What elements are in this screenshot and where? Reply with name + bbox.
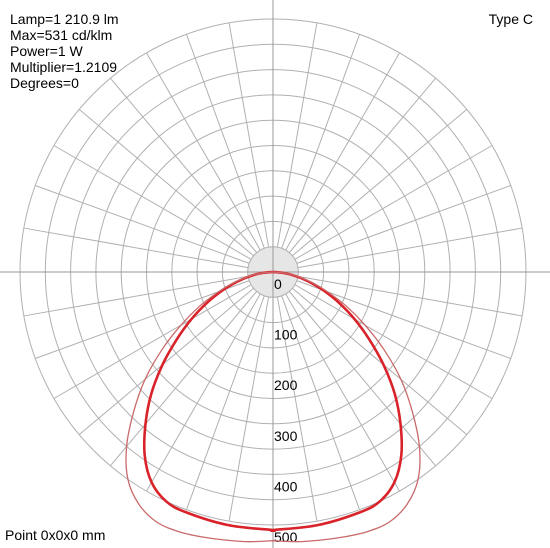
multiplier-label: Multiplier=1.2109 (10, 59, 118, 75)
tick-label: 200 (274, 377, 298, 393)
radial-tick-labels: 0 100 200 300 400 500 (274, 276, 298, 545)
intensity-curve-primary (142, 270, 404, 532)
grid-spoke (276, 22, 318, 248)
max-intensity-label: Max=531 cd/klm (10, 27, 113, 43)
tick-label: 0 (274, 276, 282, 292)
grid-spoke (228, 22, 270, 248)
tick-label: 300 (274, 428, 298, 444)
grid-spoke (288, 291, 437, 467)
grid-spoke (281, 34, 361, 249)
grid-spoke (35, 280, 250, 360)
grid-spoke (53, 145, 252, 260)
grid-spoke (276, 296, 318, 522)
grid-spoke (297, 227, 523, 269)
grid-spoke (146, 293, 261, 492)
intensity-curves (125, 270, 421, 543)
grid-spoke (146, 52, 261, 251)
power-label: Power=1 W (10, 43, 83, 59)
type-label: Type C (488, 11, 533, 27)
grid-spoke (109, 291, 258, 467)
grid-spoke (78, 108, 254, 257)
grid-spoke (297, 275, 523, 317)
degrees-label: Degrees=0 (10, 75, 79, 91)
grid-spoke (294, 284, 493, 399)
grid-spoke (53, 284, 252, 399)
tick-label: 100 (274, 327, 298, 343)
grid-spoke (78, 287, 254, 436)
grid-spoke (35, 184, 250, 264)
grid-spoke (23, 275, 249, 317)
tick-label: 400 (274, 478, 298, 494)
tick-label: 500 (274, 529, 298, 545)
grid-spoke (292, 287, 468, 436)
grid-spoke (288, 77, 437, 253)
grid-spoke (185, 34, 265, 249)
grid-spoke (292, 108, 468, 257)
grid-spoke (228, 296, 270, 522)
grid-spoke (285, 293, 400, 492)
grid-spoke (185, 295, 265, 510)
grid-spoke (296, 280, 511, 360)
grid-spoke (285, 52, 400, 251)
lamp-flux-label: Lamp=1 210.9 lm (10, 11, 119, 27)
grid-spoke (109, 77, 258, 253)
intensity-curve-secondary (125, 271, 421, 543)
grid-spoke (296, 184, 511, 264)
grid-spoke (294, 145, 493, 260)
point-label: Point 0x0x0 mm (5, 527, 106, 543)
grid-spoke (23, 227, 249, 269)
grid-spoke (281, 295, 361, 510)
